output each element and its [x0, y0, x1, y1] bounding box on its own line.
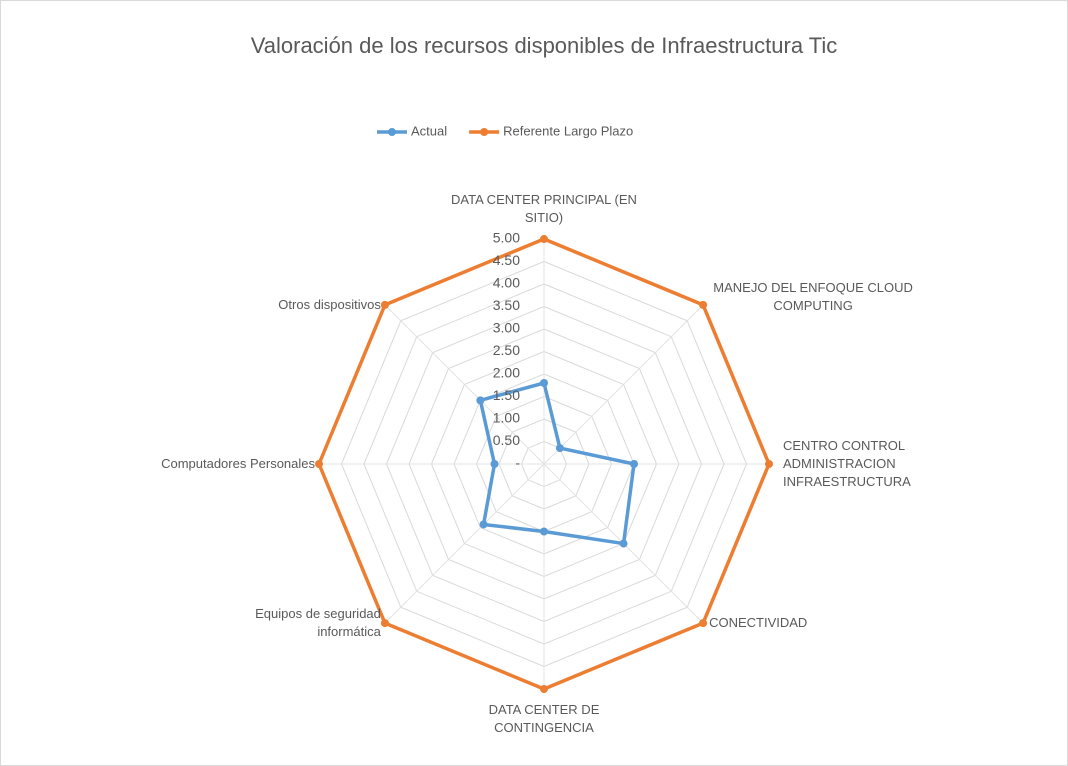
legend-label: Referente Largo Plazo [503, 123, 633, 138]
category-label: CONECTIVIDAD [709, 615, 808, 631]
marker [479, 520, 488, 529]
category-label: DATA CENTER DE CONTINGENCIA [488, 702, 600, 735]
legend-marker [388, 128, 396, 136]
spoke [543, 304, 704, 465]
marker [476, 396, 485, 405]
marker [540, 527, 548, 536]
category-label: MANEJO DEL ENFOQUE CLOUD COMPUTING [713, 279, 913, 313]
y-tick-label: 3.00 [493, 320, 520, 336]
marker [490, 460, 499, 468]
y-tick-label: 5.00 [493, 230, 520, 246]
y-tick-label: 1.00 [493, 410, 520, 426]
marker [630, 460, 638, 468]
y-tick-label: 4.00 [493, 275, 520, 291]
marker [699, 619, 708, 628]
chart-title: Valoración de los recursos disponibles d… [251, 33, 838, 58]
y-tick-label: 0.50 [493, 432, 520, 448]
marker [540, 685, 548, 693]
marker [315, 460, 323, 468]
y-tick-label: - [515, 455, 520, 471]
category-label: Computadores Personales [161, 456, 315, 471]
spoke [384, 304, 545, 465]
category-label: Equipos de seguridad informática [255, 606, 381, 640]
marker [380, 300, 389, 309]
category-label: DATA CENTER PRINCIPAL (EN SITIO) [451, 192, 637, 225]
marker [699, 300, 708, 309]
y-tick-label: 2.50 [493, 342, 520, 358]
y-tick-label: 1.50 [493, 387, 520, 403]
marker [765, 460, 773, 468]
marker [380, 619, 389, 628]
legend-marker [480, 128, 489, 136]
legend-label: Actual [411, 123, 447, 138]
y-tick-label: 4.50 [493, 252, 520, 268]
marker [540, 235, 548, 243]
category-label: CENTRO CONTROL ADMINISTRACION INFRAESTRU… [783, 438, 911, 489]
marker [540, 379, 548, 387]
category-label: Otros dispositivos [278, 296, 381, 312]
marker [555, 444, 564, 453]
marker [619, 539, 628, 548]
spoke [384, 463, 545, 624]
y-tick-label: 3.50 [493, 297, 520, 313]
y-tick-label: 2.00 [493, 365, 520, 381]
